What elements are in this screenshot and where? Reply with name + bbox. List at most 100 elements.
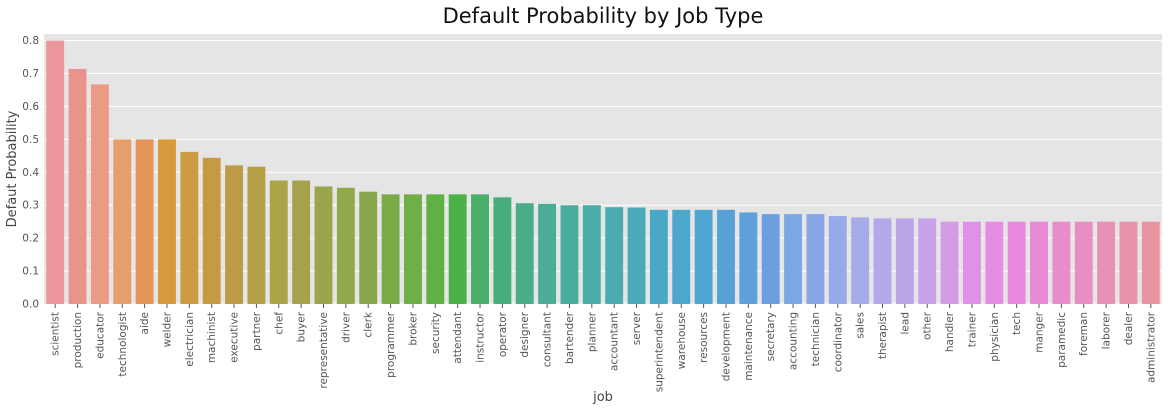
bar-server [627,207,646,304]
x-axis-label: job [592,390,613,405]
chart-title: Default Probability by Job Type [443,4,764,28]
x-tick-label: clerk [363,311,375,337]
bar-technician [806,214,825,304]
x-tick-label: bartender [564,311,576,364]
x-tick-label: security [430,312,442,354]
x-tick-label: dealer [1123,311,1135,345]
y-tick-label: 0.4 [22,167,39,179]
bar-resources [694,209,713,304]
bar-clerk [359,191,378,304]
x-tick-label: welder [161,311,173,347]
bar-broker [403,194,422,304]
x-tick-label: paramedic [1056,312,1068,368]
bar-development [717,209,735,304]
bar-administrator [1141,221,1160,304]
x-tick-label: programmer [385,311,397,378]
bar-machinist [202,157,221,304]
x-tick-label: physician [989,312,1001,362]
x-axis-ticks: scientist production educator technologist a… [50,304,1157,392]
bar-warehouse [672,209,691,304]
bar-laborer [1097,221,1116,304]
bar-accounting [784,214,803,304]
bar-lead [895,218,914,304]
bar-representative [314,186,333,304]
bar-accountant [605,207,624,304]
bar-maintenance [739,212,758,304]
x-tick-label: therapist [877,312,889,359]
bar-educator [90,84,109,304]
x-tick-label: planner [586,311,598,352]
bar-dealer [1119,221,1138,304]
x-tick-label: accounting [788,312,800,370]
x-tick-label: electrician [184,312,196,367]
bar-foreman [1074,221,1093,304]
x-tick-label: maintenance [743,312,755,381]
x-tick-label: technologist [117,312,129,377]
bar-consultant [538,203,557,304]
x-tick-label: operator [497,311,509,357]
bar-programmer [381,194,400,304]
bar-electrician [180,151,199,304]
x-tick-label: administrator [1145,311,1157,383]
y-tick-label: 0.3 [22,200,39,212]
x-tick-label: consultant [542,312,554,367]
bar-partner [247,166,266,304]
y-tick-label: 0.8 [22,35,39,47]
x-tick-label: laborer [1101,311,1113,349]
x-tick-label: superintendent [653,312,665,392]
bars [46,40,1160,305]
bar-secretary [761,214,780,304]
x-tick-label: buyer [296,311,308,342]
x-tick-label: representative [318,312,330,389]
x-tick-label: production [72,312,84,368]
x-tick-label: lead [899,312,911,334]
bar-operator [493,197,512,304]
x-tick-label: partner [251,311,263,351]
x-tick-label: other [922,311,934,340]
y-axis-label: Defaut Probability [5,110,20,227]
x-tick-label: machinist [206,312,218,363]
x-tick-label: foreman [1078,312,1090,356]
x-tick-label: accountant [609,312,621,371]
x-tick-label: executive [229,312,241,363]
x-tick-label: driver [340,311,352,343]
x-tick-label: chef [273,312,285,335]
bar-production [68,68,87,304]
y-tick-label: 0.6 [22,101,39,113]
bar-other [918,218,937,304]
bar-scientist [46,40,65,305]
x-tick-label: manger [1034,311,1046,352]
bar-bartender [560,205,579,304]
x-tick-label: server [631,311,643,345]
bar-aide [135,139,154,304]
bar-instructor [471,194,489,304]
y-tick-label: 0.0 [22,299,39,311]
bar-physician [985,221,1004,304]
bar-designer [515,203,534,304]
bar-tech [1007,221,1026,304]
bar-welder [158,139,176,304]
bar-security [426,194,445,304]
y-tick-label: 0.5 [22,134,39,146]
x-tick-label: attendant [452,312,464,364]
x-tick-label: technician [810,312,822,366]
y-tick-label: 0.7 [22,68,39,80]
bar-attendant [448,194,467,304]
bar-manger [1030,221,1048,304]
bar-executive [225,165,244,304]
x-tick-label: tech [1011,312,1023,335]
x-tick-label: sales [855,312,867,339]
x-tick-label: secretary [765,312,777,361]
bar-coordinator [828,216,847,304]
y-axis-ticks: 0.0 0.1 0.2 0.3 0.4 0.5 0.6 0.7 0.8 [22,35,39,310]
y-tick-label: 0.2 [22,233,39,245]
x-tick-label: warehouse [676,312,688,369]
bar-superintendent [649,209,668,304]
x-tick-label: aide [139,312,151,334]
y-tick-label: 0.1 [22,266,39,278]
bar-handler [940,221,959,304]
x-tick-label: educator [94,311,106,359]
x-tick-label: scientist [50,312,62,356]
x-tick-label: coordinator [832,311,844,372]
